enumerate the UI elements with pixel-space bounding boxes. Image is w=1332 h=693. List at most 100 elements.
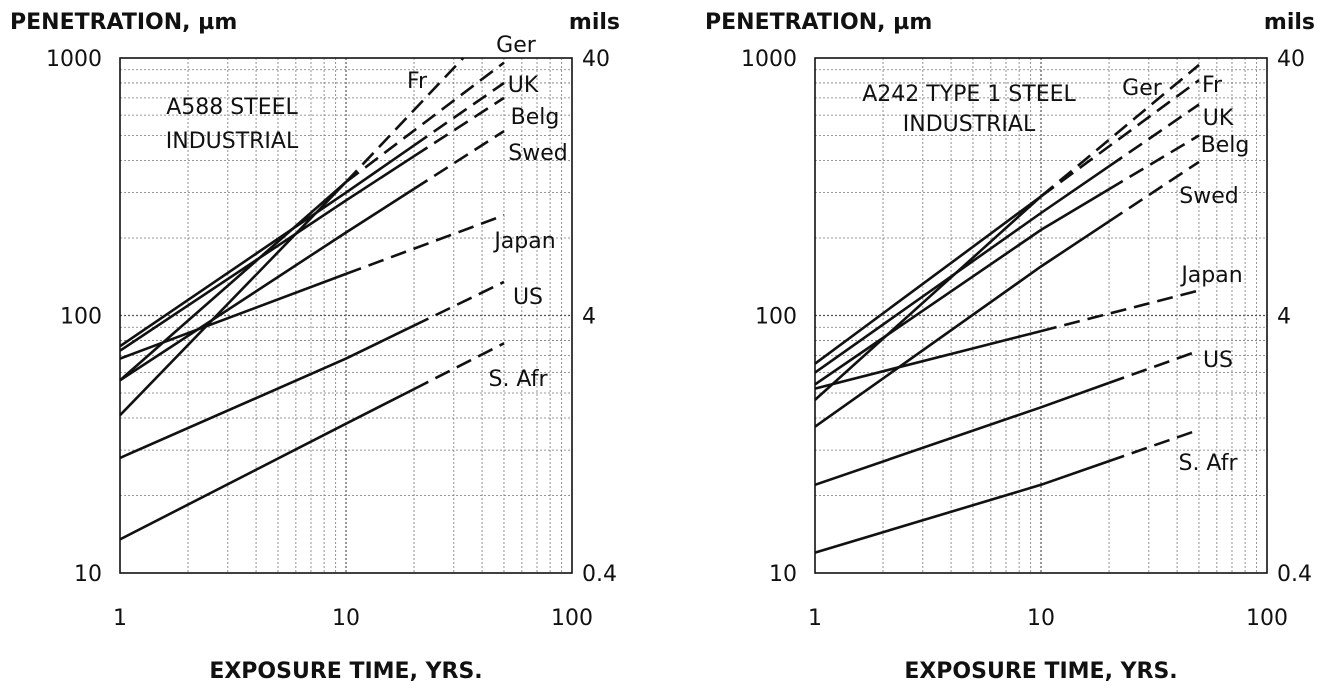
series-line-solid — [814, 188, 1110, 386]
chart-panel-1: 1 10 100 10 100 1000 0.4 4 40 PENETRATION, µm mils… — [10, 10, 620, 684]
series-line-solid — [814, 195, 1042, 365]
series-line-dashed — [1108, 160, 1200, 223]
series-line-dashed — [1108, 103, 1200, 168]
series-line-dashed — [1040, 79, 1200, 198]
y2-tick-label: 0.4 — [582, 562, 617, 587]
y-axis-label: PENETRATION, µm — [10, 10, 237, 35]
series-label: S. Afr — [488, 367, 548, 392]
series-line-solid — [814, 165, 1110, 374]
y2-tick-label: 4 — [582, 305, 596, 330]
series-line-dashed — [345, 57, 465, 183]
series-us: US — [119, 280, 543, 460]
y-axis-label: PENETRATION, µm — [705, 10, 932, 35]
series-line-solid — [814, 329, 1042, 390]
series-label: Belg — [511, 105, 560, 130]
chart-panel-2: 1 10 100 10 100 1000 0.4 4 40 PENETRATION, µm mils… — [705, 10, 1315, 684]
plot-frame — [814, 57, 1268, 574]
series-s-afr: S. Afr — [119, 342, 548, 541]
series-line-dashed — [1108, 428, 1200, 463]
series-line-solid — [119, 144, 415, 348]
plot-frame — [119, 57, 573, 574]
series-label: S. Afr — [1178, 451, 1238, 476]
series-uk: UK — [814, 103, 1234, 374]
series-label: Swed — [508, 141, 567, 166]
series-fr: Fr — [814, 73, 1223, 365]
y2-axis-label: mils — [1264, 10, 1315, 35]
series-label: Fr — [1202, 73, 1223, 98]
series-japan: Japan — [814, 263, 1243, 390]
series-line-dashed — [345, 214, 505, 276]
series-line-dashed — [1040, 289, 1200, 333]
series-line-solid — [119, 181, 347, 417]
series-fr: Fr — [119, 57, 465, 417]
series-belg: Belg — [814, 133, 1250, 386]
series-label: Fr — [407, 69, 428, 94]
series-line-dashed — [1108, 349, 1200, 385]
y-tick-label: 100 — [755, 305, 797, 330]
series-line-dashed — [413, 342, 505, 391]
series-label: US — [1203, 348, 1233, 373]
y-tick-label: 1000 — [46, 47, 102, 72]
series-line-solid — [814, 381, 1110, 487]
series-belg: Belg — [119, 96, 560, 352]
y2-tick-label: 40 — [1277, 47, 1305, 72]
series-line-dashed — [1108, 134, 1200, 191]
chart-annotation: A588 STEEL — [166, 95, 298, 120]
x-tick-label: 100 — [551, 606, 593, 631]
y2-tick-label: 40 — [582, 47, 610, 72]
series-label: UK — [508, 73, 539, 98]
x-tick-label: 100 — [1246, 606, 1288, 631]
y-tick-label: 100 — [60, 305, 102, 330]
series-line-dashed — [1040, 63, 1200, 198]
y2-tick-label: 4 — [1277, 305, 1291, 330]
chart-annotation: INDUSTRIAL — [166, 129, 299, 154]
grid — [815, 58, 1267, 573]
series-label: Japan — [1179, 263, 1242, 288]
x-tick-label: 10 — [332, 606, 360, 631]
series-line-solid — [119, 387, 415, 541]
series-label: Belg — [1201, 133, 1250, 158]
series-line-dashed — [413, 81, 505, 147]
y2-axis-label: mils — [569, 10, 620, 35]
x-axis-label: EXPOSURE TIME, YRS. — [209, 659, 482, 684]
series-label: Ger — [496, 33, 537, 58]
x-tick-label: 1 — [808, 606, 822, 631]
series-line-solid — [119, 324, 415, 460]
series-ger: Ger — [119, 33, 537, 382]
series-line-solid — [119, 187, 415, 382]
series-ger: Ger — [814, 63, 1200, 401]
series-label: UK — [1203, 106, 1234, 131]
x-tick-label: 1 — [113, 606, 127, 631]
series-line-solid — [119, 181, 347, 382]
series-line-solid — [814, 459, 1110, 554]
series-line-solid — [119, 155, 415, 352]
series-line-dashed — [345, 61, 505, 184]
chart-annotation: A242 TYPE 1 STEEL — [862, 82, 1076, 107]
series-uk: UK — [119, 73, 539, 348]
x-axis-label: EXPOSURE TIME, YRS. — [904, 659, 1177, 684]
series-japan: Japan — [119, 214, 556, 360]
y-tick-label: 10 — [74, 562, 102, 587]
grid — [120, 58, 572, 573]
y2-tick-label: 0.4 — [1277, 562, 1312, 587]
series-label: Swed — [1179, 184, 1238, 209]
y-tick-label: 10 — [769, 562, 797, 587]
series-line-dashed — [413, 96, 505, 158]
series-swed: Swed — [119, 130, 568, 382]
series-swed: Swed — [814, 160, 1239, 428]
series-label: Ger — [1122, 76, 1163, 101]
series-us: US — [814, 348, 1233, 487]
series-label: Japan — [492, 229, 555, 254]
series-line-solid — [814, 195, 1042, 401]
series-line-dashed — [413, 280, 505, 327]
series-label: US — [513, 285, 543, 310]
series-line-dashed — [413, 130, 505, 190]
chart-annotation: INDUSTRIAL — [903, 112, 1036, 137]
series-line-solid — [119, 272, 347, 360]
series-s-afr: S. Afr — [814, 428, 1238, 554]
x-tick-label: 10 — [1027, 606, 1055, 631]
y-tick-label: 1000 — [741, 47, 797, 72]
series-line-solid — [814, 220, 1110, 428]
